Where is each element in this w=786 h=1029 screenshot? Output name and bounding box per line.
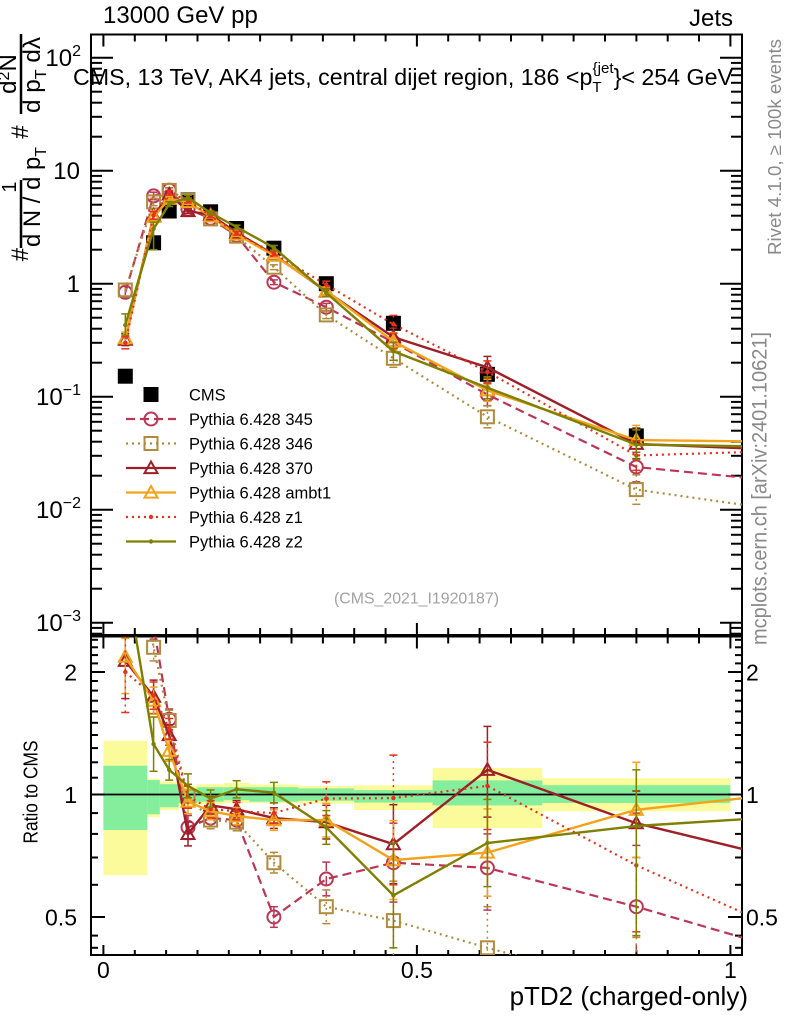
svg-text:1: 1 (746, 782, 759, 808)
svg-text:#: # (7, 247, 34, 261)
svg-text:2: 2 (746, 660, 759, 686)
svg-text:10−1: 10−1 (36, 382, 81, 411)
svg-text:Pythia 6.428 ambt1: Pythia 6.428 ambt1 (189, 485, 331, 503)
svg-text:0.5: 0.5 (746, 905, 778, 931)
svg-text:Pythia 6.428 345: Pythia 6.428 345 (189, 411, 313, 429)
svg-text:1: 1 (0, 181, 21, 192)
svg-text:d pT dλ: d pT dλ (19, 37, 50, 113)
svg-text:#: # (7, 125, 34, 139)
svg-text:10: 10 (53, 158, 80, 185)
svg-text:(CMS_2021_I1920187): (CMS_2021_I1920187) (334, 591, 499, 608)
svg-text:Jets: Jets (689, 5, 733, 32)
svg-text:Pythia 6.428 z2: Pythia 6.428 z2 (189, 534, 303, 552)
svg-text:Ratio to CMS: Ratio to CMS (21, 741, 43, 844)
svg-text:Rivet 4.1.0, ≥ 100k events: Rivet 4.1.0, ≥ 100k events (765, 39, 785, 255)
svg-text:d N / d pT: d N / d pT (19, 147, 50, 247)
svg-text:Pythia 6.428 370: Pythia 6.428 370 (189, 460, 313, 478)
svg-text:CMS: CMS (189, 387, 226, 405)
svg-text:2: 2 (64, 660, 77, 686)
svg-text:mcplots.cern.ch [arXiv:2401.10: mcplots.cern.ch [arXiv:2401.10621] (749, 332, 772, 645)
svg-text:13000 GeV pp: 13000 GeV pp (103, 2, 258, 29)
svg-text:Pythia 6.428 z1: Pythia 6.428 z1 (189, 509, 303, 527)
svg-text:Pythia 6.428 346: Pythia 6.428 346 (189, 436, 313, 454)
svg-text:0.5: 0.5 (45, 905, 77, 931)
svg-text:1: 1 (64, 782, 77, 808)
svg-text:1: 1 (67, 271, 80, 298)
svg-text:d2N: d2N (0, 54, 22, 94)
svg-text:1: 1 (724, 957, 737, 983)
svg-text:0: 0 (97, 957, 110, 983)
svg-text:pTD2 (charged-only): pTD2 (charged-only) (510, 981, 748, 1011)
svg-text:0.5: 0.5 (401, 957, 433, 983)
